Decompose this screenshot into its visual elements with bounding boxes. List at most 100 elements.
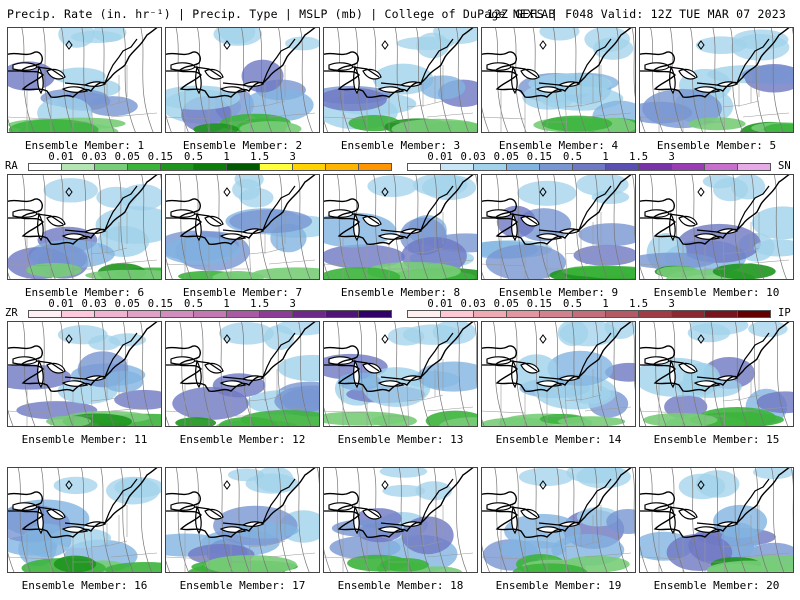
snow-precip-area [584, 27, 631, 52]
isobar [673, 174, 688, 280]
legend-zr-tick-label: 0.15 [147, 298, 174, 310]
isobar [356, 467, 371, 573]
isobar [336, 174, 351, 280]
isobar [631, 321, 636, 397]
state-border [165, 556, 210, 560]
state-border [426, 406, 474, 412]
isobar [97, 174, 112, 280]
state-border [742, 112, 790, 118]
great-lake [678, 215, 698, 227]
rain-precip-area [46, 415, 92, 427]
map-canvas [7, 174, 162, 280]
great-lake [486, 62, 512, 71]
snow-precip-area [752, 467, 794, 480]
isobar [732, 467, 747, 573]
isobar [277, 27, 292, 133]
panel-label-14: Ensemble Member: 14 [495, 433, 622, 446]
snow-precip-area [606, 508, 636, 534]
legend-snow-swatch [540, 164, 573, 170]
state-border [165, 263, 210, 267]
station-marker [697, 334, 705, 344]
panel-label-3: Ensemble Member: 3 [340, 139, 461, 152]
isobar [140, 27, 154, 133]
rain-precip-area [175, 417, 217, 427]
isobar [178, 174, 192, 280]
legend-ip-swatch [705, 311, 738, 317]
panel-frame [7, 27, 162, 133]
coastline [165, 174, 318, 246]
great-lake [644, 62, 670, 71]
country-border [7, 478, 138, 526]
legend-rain-swatch [62, 164, 95, 170]
legend-snow-swatch [573, 164, 606, 170]
isobar [394, 27, 409, 133]
isobar [236, 467, 251, 573]
legend-rain-tick-label: 1.5 [250, 151, 270, 163]
isobar [631, 27, 636, 104]
legend-zr-tick-label: 0.01 [48, 298, 74, 310]
legend-ip-swatch [606, 311, 639, 317]
legend-rain-tick-label: 3 [289, 151, 296, 163]
panel-frame [639, 321, 794, 427]
state-border [7, 410, 52, 414]
legend-snow-tick-label: 3 [668, 151, 675, 163]
country-border [165, 332, 296, 380]
snow-precip-area [559, 321, 619, 347]
state-border [481, 116, 526, 120]
great-lake [644, 356, 670, 365]
state-border [564, 394, 602, 402]
country-border [481, 38, 612, 86]
isobar [454, 467, 468, 573]
isobar [165, 110, 173, 133]
station-marker [65, 480, 73, 490]
isobar [41, 321, 56, 427]
legend-rain-swatch [293, 164, 326, 170]
coastline [639, 27, 792, 99]
map-canvas [639, 321, 794, 427]
isobar [393, 174, 407, 280]
state-border [110, 406, 158, 412]
legend-rain-swatch [161, 164, 194, 170]
snow-precip-area [219, 322, 274, 345]
legend-row-zr-ip: ZR 0.01 0.03 0.05 0.15 0.5 1 1.5 3 0.01 0.03 0.05… [0, 298, 800, 320]
state-border [722, 90, 726, 133]
legend-zr-swatch [227, 311, 260, 317]
isobar [770, 467, 785, 573]
isobar [323, 258, 330, 280]
state-border [406, 394, 444, 402]
state-border [426, 112, 474, 118]
snow-precip-area [730, 34, 790, 61]
snow-precip-area [639, 357, 717, 397]
isobar [179, 321, 193, 427]
great-lake [204, 215, 224, 227]
isobar [299, 27, 314, 133]
state-border [268, 112, 316, 118]
legend-zr-swatch [359, 311, 391, 317]
legend-rain-swatch [128, 164, 161, 170]
state-border [722, 384, 726, 427]
snow-precip-area [243, 88, 314, 122]
isobar [297, 174, 311, 280]
legend-ip-swatch [639, 311, 672, 317]
legend-snow-ticks: 0.01 0.03 0.05 0.15 0.5 1 1.5 3 [407, 151, 771, 163]
legend-rain-swatch [359, 164, 391, 170]
great-lake [486, 356, 512, 365]
snow-precip-area [497, 540, 567, 559]
legend-rain-swatch [29, 164, 62, 170]
isobar [417, 321, 432, 427]
rain-precip-area [240, 410, 320, 427]
isobar [335, 467, 349, 573]
state-border [248, 90, 252, 133]
legend-zr-code: ZR [5, 307, 18, 319]
great-lake [678, 362, 698, 374]
isobar [594, 321, 609, 427]
isobar [122, 27, 137, 133]
map-canvas [323, 321, 478, 427]
panel-frame [639, 174, 794, 280]
snow-precip-area [382, 484, 426, 498]
state-border [722, 394, 760, 402]
country-border [323, 478, 454, 526]
snow-precip-area [415, 481, 453, 501]
coastline [323, 174, 476, 246]
panel-frame [7, 467, 162, 573]
